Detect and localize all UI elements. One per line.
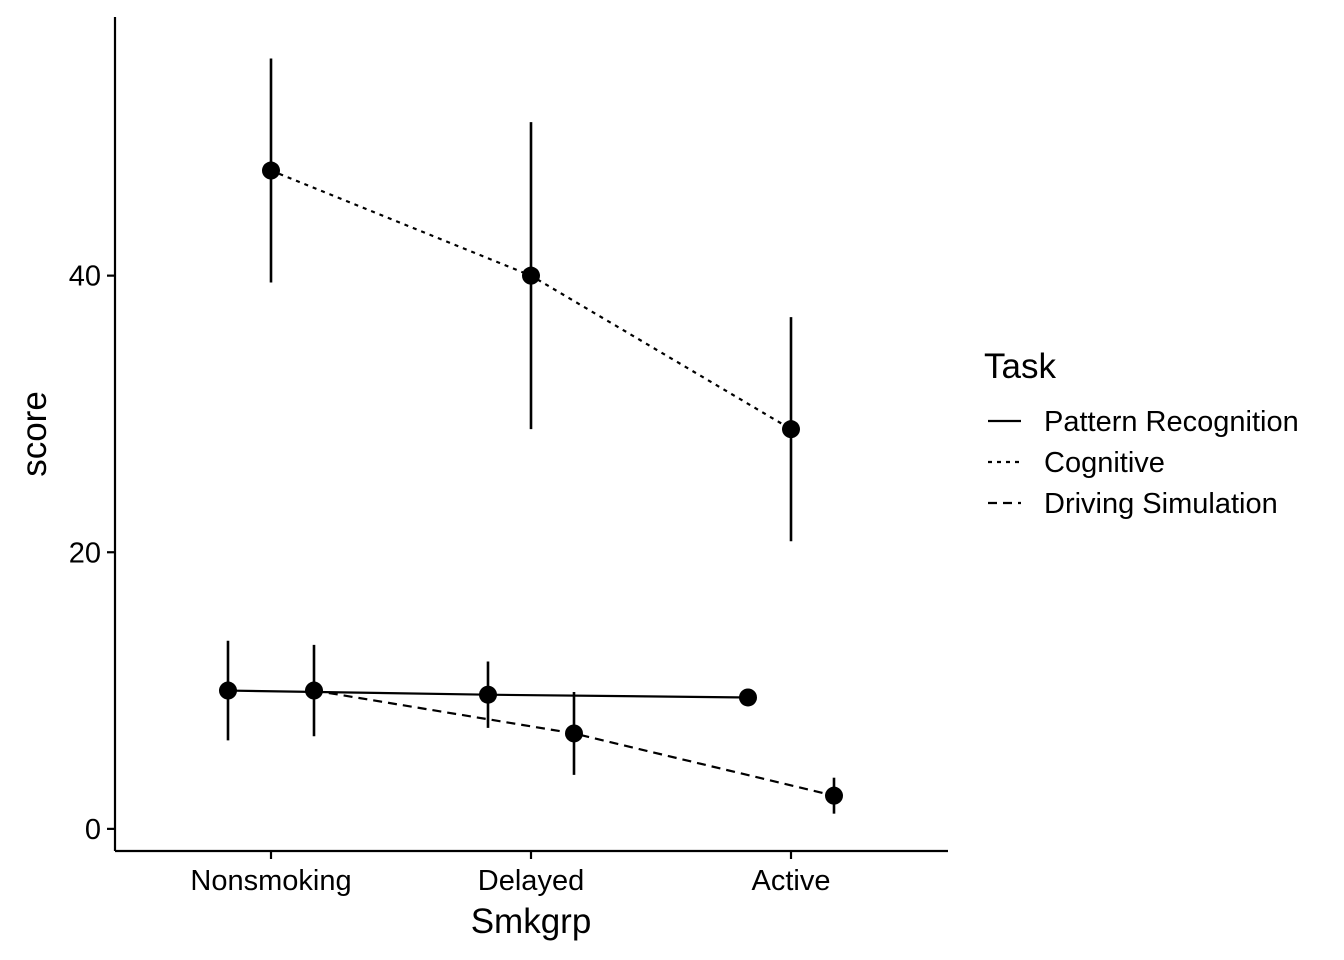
- legend-title: Task: [984, 347, 1056, 386]
- y-tick-label: 0: [85, 814, 101, 846]
- data-point: [479, 685, 497, 704]
- data-point: [305, 681, 323, 700]
- y-tick-label: 20: [69, 537, 101, 569]
- legend-label: Pattern Recognition: [1044, 406, 1299, 438]
- x-tick-label: Delayed: [478, 865, 584, 897]
- data-point: [262, 161, 280, 180]
- plot-area: [219, 58, 843, 814]
- x-axis-title: Smkgrp: [471, 902, 592, 941]
- x-tick-label: Active: [752, 865, 831, 897]
- data-point: [825, 786, 843, 805]
- legend-label: Driving Simulation: [1044, 488, 1278, 520]
- data-point: [782, 420, 800, 439]
- y-axis-title: score: [15, 391, 54, 477]
- legend-label: Cognitive: [1044, 447, 1165, 479]
- legend: Task Pattern Recognition Cognitive Driving…: [984, 347, 1299, 520]
- y-tick-label: 40: [69, 261, 101, 293]
- x-tick-label: Nonsmoking: [190, 865, 351, 897]
- ticks: 0 20 40 Nonsmoking Delayed Active: [69, 261, 831, 897]
- data-point: [565, 724, 583, 743]
- data-point: [219, 681, 237, 700]
- data-point: [522, 266, 540, 285]
- data-point: [739, 688, 757, 707]
